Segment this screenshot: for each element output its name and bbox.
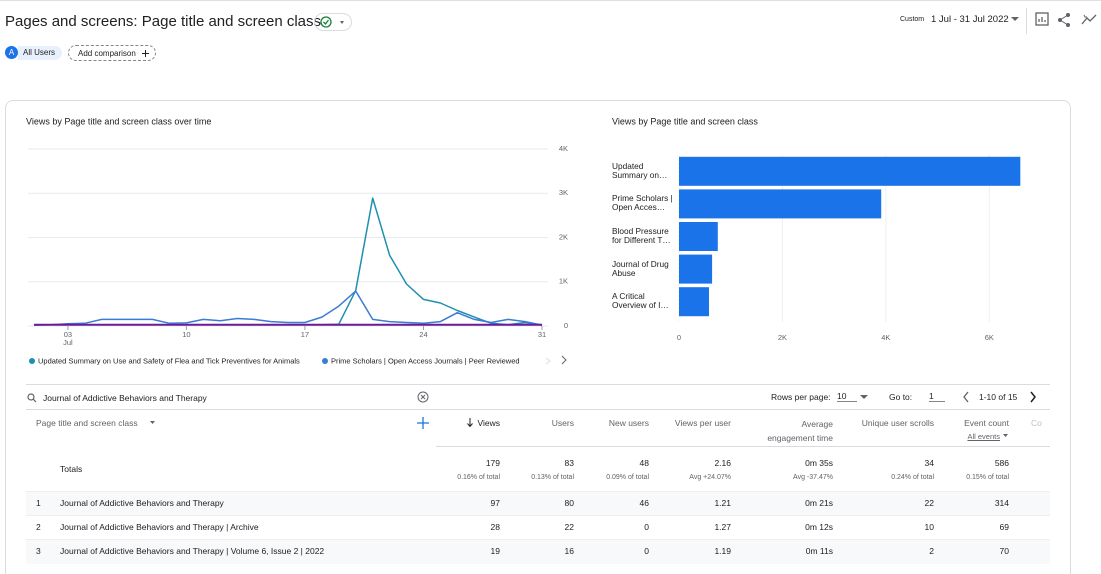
totals-value: 179 xyxy=(486,458,500,468)
totals-note: Avg -37.47% xyxy=(793,474,833,481)
row-value: 22 xyxy=(925,498,934,508)
row-value: 10 xyxy=(925,522,934,532)
totals-value: 586 xyxy=(995,458,1009,468)
column-header[interactable]: New users xyxy=(609,418,649,428)
row-value: 2 xyxy=(929,546,934,556)
row-value: 0m 21s xyxy=(805,498,833,508)
totals-note: 0.13% of total xyxy=(531,474,574,481)
column-header[interactable]: Co xyxy=(1031,418,1042,428)
row-value: 0 xyxy=(644,522,649,532)
bar-category-label: Journal of Drug Abuse xyxy=(612,260,674,278)
totals-value: 2.16 xyxy=(714,458,731,468)
totals-note: 0.15% of total xyxy=(966,474,1009,481)
row-value: 28 xyxy=(491,522,500,532)
row-divider xyxy=(436,446,1050,447)
totals-value: 83 xyxy=(565,458,574,468)
row-value: 70 xyxy=(1000,546,1009,556)
row-title[interactable]: Journal of Addictive Behaviors and Thera… xyxy=(60,522,259,532)
row-value: 97 xyxy=(491,498,500,508)
row-value: 16 xyxy=(565,546,574,556)
totals-value: 48 xyxy=(640,458,649,468)
totals-label: Totals xyxy=(60,464,82,474)
column-header[interactable]: Views xyxy=(477,418,500,428)
row-value: 46 xyxy=(640,498,649,508)
row-value: 0m 11s xyxy=(806,546,833,556)
column-header[interactable]: Views per user xyxy=(675,418,731,428)
row-value: 80 xyxy=(565,498,574,508)
bar-category-label: Prime Scholars | Open Acces… xyxy=(612,194,674,212)
totals-note: 0.24% of total xyxy=(891,474,934,481)
row-value: 314 xyxy=(995,498,1009,508)
column-header[interactable]: Unique user scrolls xyxy=(862,418,934,428)
totals-note: 0.16% of total xyxy=(457,474,500,481)
row-index: 1 xyxy=(36,498,41,508)
bar-category-label: Blood Pressure for Different T… xyxy=(612,227,674,245)
row-index: 3 xyxy=(36,546,41,556)
column-header[interactable]: Users xyxy=(552,418,574,428)
totals-value: 0m 35s xyxy=(805,458,833,468)
event-filter[interactable]: All events xyxy=(967,432,1000,441)
column-header[interactable]: Event count xyxy=(964,418,1009,428)
column-header[interactable]: Page title and screen class xyxy=(36,418,138,428)
row-title[interactable]: Journal of Addictive Behaviors and Thera… xyxy=(60,546,324,556)
totals-value: 34 xyxy=(925,458,934,468)
row-value: 1.19 xyxy=(714,546,731,556)
row-index: 2 xyxy=(36,522,41,532)
row-value: 69 xyxy=(1000,522,1009,532)
row-value: 1.21 xyxy=(714,498,731,508)
bar-category-label: Updated Summary on… xyxy=(612,162,674,180)
row-value: 19 xyxy=(491,546,500,556)
row-value: 22 xyxy=(565,522,574,532)
row-value: 1.27 xyxy=(714,522,731,532)
totals-note: Avg +24.07% xyxy=(689,474,731,481)
row-title[interactable]: Journal of Addictive Behaviors and Thera… xyxy=(60,498,224,508)
column-header[interactable]: Average engagement time xyxy=(753,417,833,445)
totals-note: 0.09% of total xyxy=(606,474,649,481)
row-value: 0 xyxy=(644,546,649,556)
bar-category-label: A Critical Overview of I… xyxy=(612,292,674,310)
row-value: 0m 12s xyxy=(805,522,833,532)
